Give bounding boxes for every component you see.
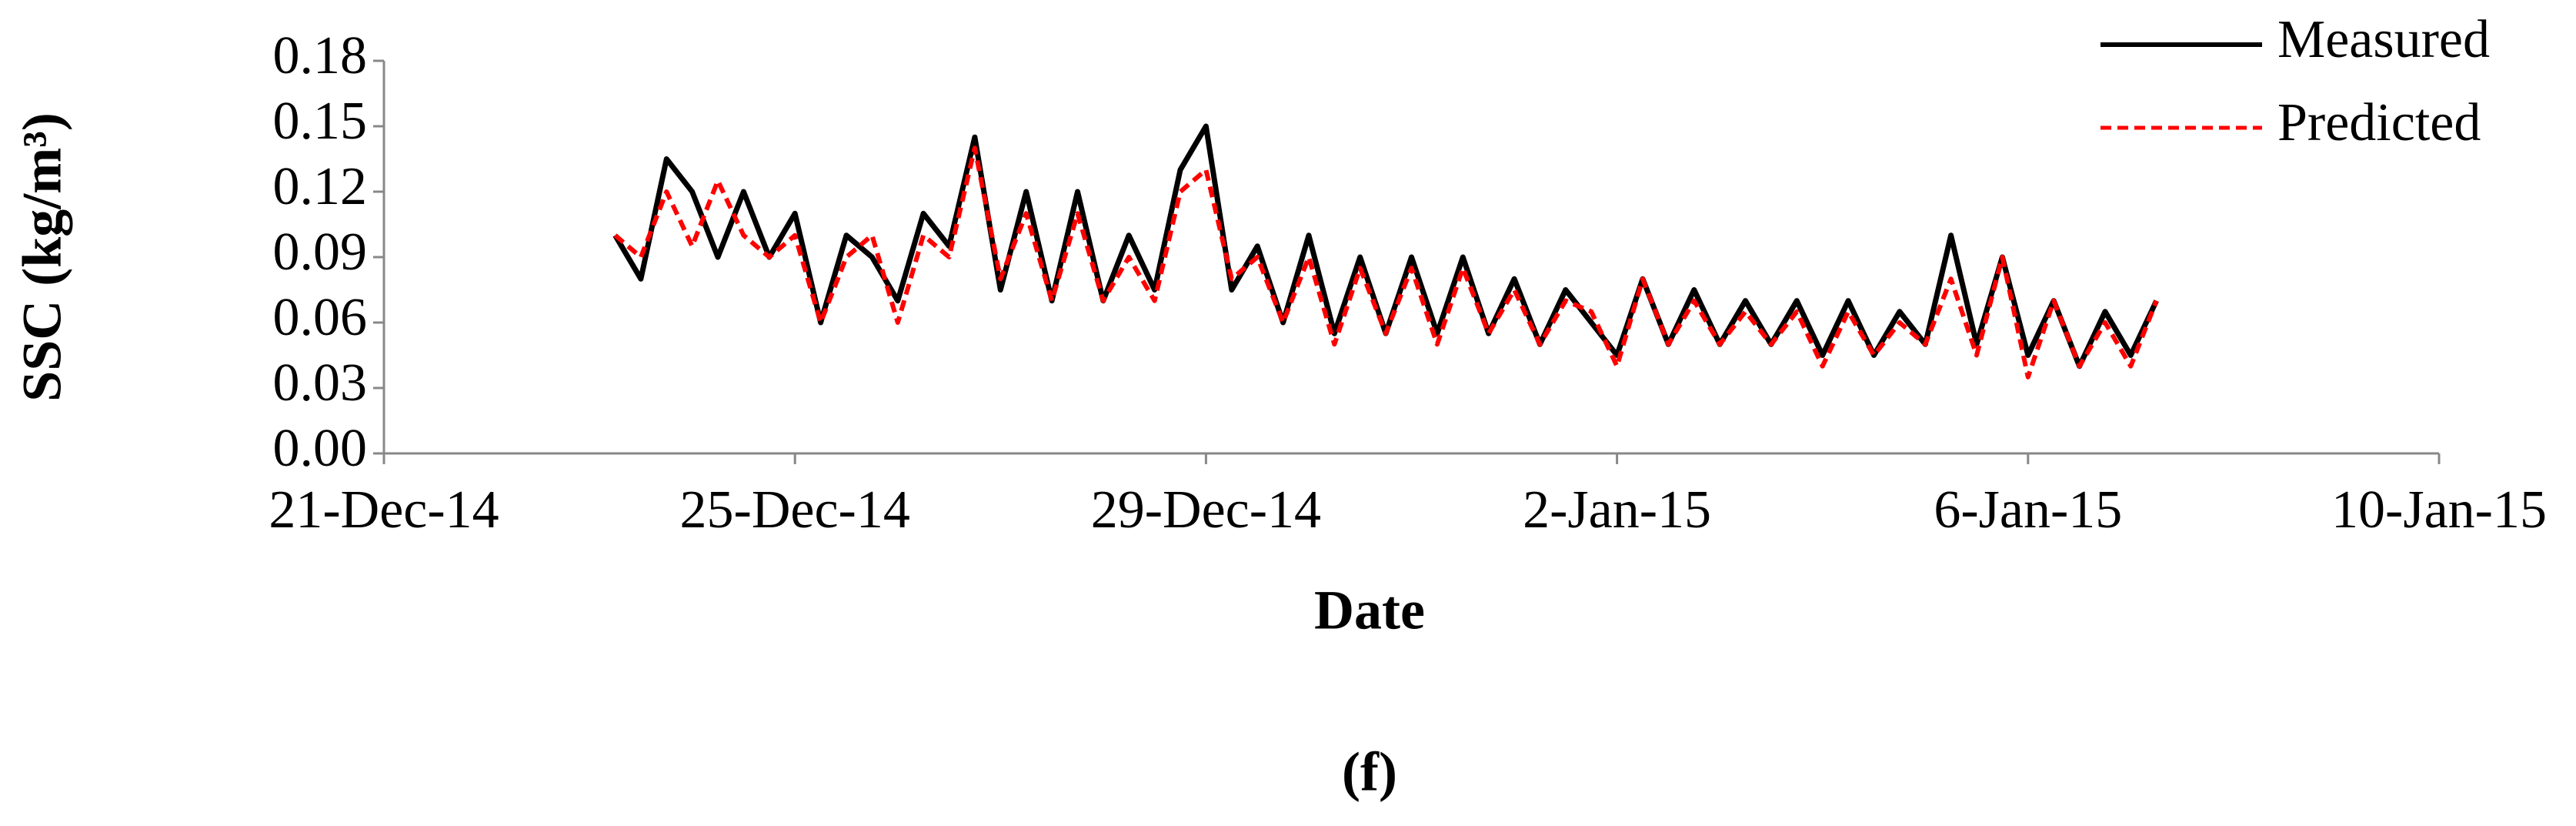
y-tick-label: 0.15 bbox=[273, 92, 368, 151]
y-tick-label: 0.06 bbox=[273, 288, 368, 347]
x-tick-label: 25-Dec-14 bbox=[680, 480, 910, 540]
annotation: (f) bbox=[1342, 741, 1397, 803]
x-tick-label: 29-Dec-14 bbox=[1091, 480, 1321, 540]
x-tick-label: 2-Jan-15 bbox=[1523, 480, 1711, 540]
y-tick-label: 0.00 bbox=[273, 419, 368, 478]
y-tick-label: 0.03 bbox=[273, 353, 368, 413]
series-line bbox=[613, 145, 2159, 380]
y-tick-label: 0.12 bbox=[273, 157, 368, 216]
y-tick-label: 0.18 bbox=[273, 26, 368, 85]
x-tick-label: 10-Jan-15 bbox=[2331, 480, 2547, 540]
x-tick-label: 21-Dec-14 bbox=[269, 480, 499, 540]
x-tick-label: 6-Jan-15 bbox=[1934, 480, 2122, 540]
legend-label: Measured bbox=[2277, 10, 2490, 69]
y-axis-label: SSC (kg/m³) bbox=[12, 112, 73, 402]
x-axis-label: Date bbox=[1314, 580, 1425, 641]
y-tick-label: 0.09 bbox=[273, 222, 368, 282]
legend-label: Predicted bbox=[2277, 93, 2481, 152]
